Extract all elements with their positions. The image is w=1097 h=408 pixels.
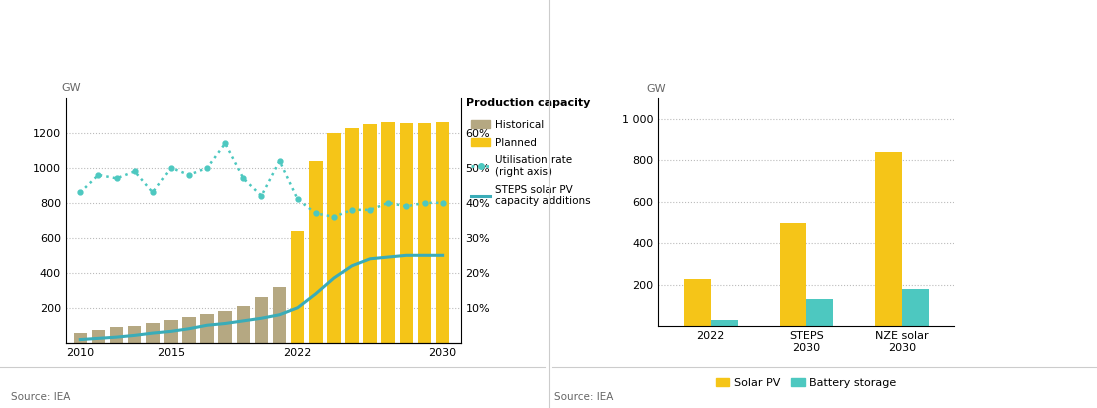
Bar (382, 122, 395, 343)
Text: Solar PV and battery capacity additions: Solar PV and battery capacity additions (570, 33, 869, 46)
Legend: Solar PV, Battery storage: Solar PV, Battery storage (712, 373, 901, 392)
Bar (685, 279, 711, 326)
Text: GW: GW (646, 84, 666, 94)
Bar (291, 264, 305, 343)
Bar (399, 123, 414, 343)
Bar (218, 311, 233, 343)
Bar (73, 333, 87, 343)
Text: Global solar manufacturing and capacity additions in
the STEPS 2010-2030: Global solar manufacturing and capacity … (11, 24, 409, 55)
Bar (110, 327, 123, 343)
Bar (418, 123, 431, 343)
Bar (806, 299, 833, 326)
Bar (146, 323, 159, 343)
Bar (780, 222, 806, 326)
Text: Source: IEA: Source: IEA (11, 392, 70, 402)
Bar (128, 326, 142, 343)
Legend: Historical, Planned, Utilisation rate
(right axis), STEPS solar PV
capacity addi: Historical, Planned, Utilisation rate (r… (472, 120, 591, 206)
Bar (902, 289, 928, 326)
Text: Source: IEA: Source: IEA (554, 392, 613, 402)
Bar (291, 231, 305, 343)
Bar (201, 314, 214, 343)
Bar (182, 317, 195, 343)
Bar (875, 152, 902, 326)
Text: Production capacity: Production capacity (466, 98, 590, 108)
Bar (165, 320, 178, 343)
Bar (237, 306, 250, 343)
Bar (255, 297, 269, 343)
Bar (436, 122, 450, 343)
Bar (327, 133, 341, 343)
Bar (346, 128, 359, 343)
Bar (363, 124, 377, 343)
Bar (273, 287, 286, 343)
Text: GW: GW (61, 83, 81, 93)
Bar (711, 320, 737, 326)
Bar (92, 330, 105, 343)
Bar (309, 161, 323, 343)
